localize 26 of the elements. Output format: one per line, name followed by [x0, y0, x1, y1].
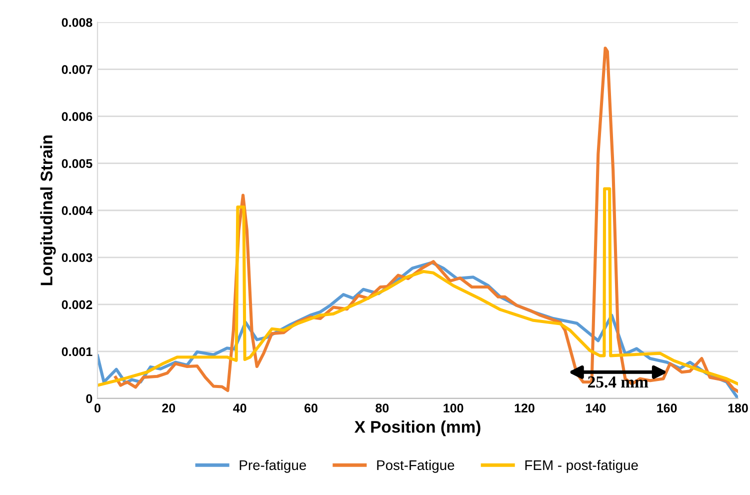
x-tick-label: 100 — [444, 404, 464, 413]
y-tick-label: 0 — [86, 394, 92, 404]
y-tick-label: 0.006 — [62, 112, 92, 121]
annotation: 25.4 mm — [588, 376, 648, 388]
y-tick-label: 0.005 — [62, 159, 92, 168]
x-tick-label: 40 — [233, 404, 246, 413]
y-tick-label: 0.003 — [62, 253, 92, 262]
x-tick-label: 60 — [304, 404, 318, 413]
y-tick-label: 0.004 — [62, 206, 93, 216]
y-tick-label: 0.008 — [62, 18, 92, 27]
y-tick-label: 0.007 — [62, 65, 92, 74]
x-axis-title: X Position (mm) — [354, 420, 480, 436]
x-tick-label: 140 — [586, 404, 606, 413]
x-tick-label: 80 — [376, 404, 389, 413]
x-tick-label: 20 — [162, 404, 176, 413]
y-tick-label: 0.001 — [62, 347, 92, 356]
x-tick-label: 0 — [94, 404, 100, 413]
legend-label: FEM - post-fatigue — [525, 460, 638, 473]
line-series — [98, 187, 738, 387]
y-axis-title: Longitudinal Strain — [40, 135, 56, 286]
x-tick-label: 180 — [728, 404, 748, 413]
legend-label: Pre-fatigue — [240, 460, 306, 473]
x-tick-label: 120 — [514, 404, 534, 413]
y-tick-label: 0.002 — [62, 300, 92, 310]
legend-label: Post-Fatigue — [377, 460, 454, 473]
x-tick-label: 160 — [657, 404, 677, 413]
